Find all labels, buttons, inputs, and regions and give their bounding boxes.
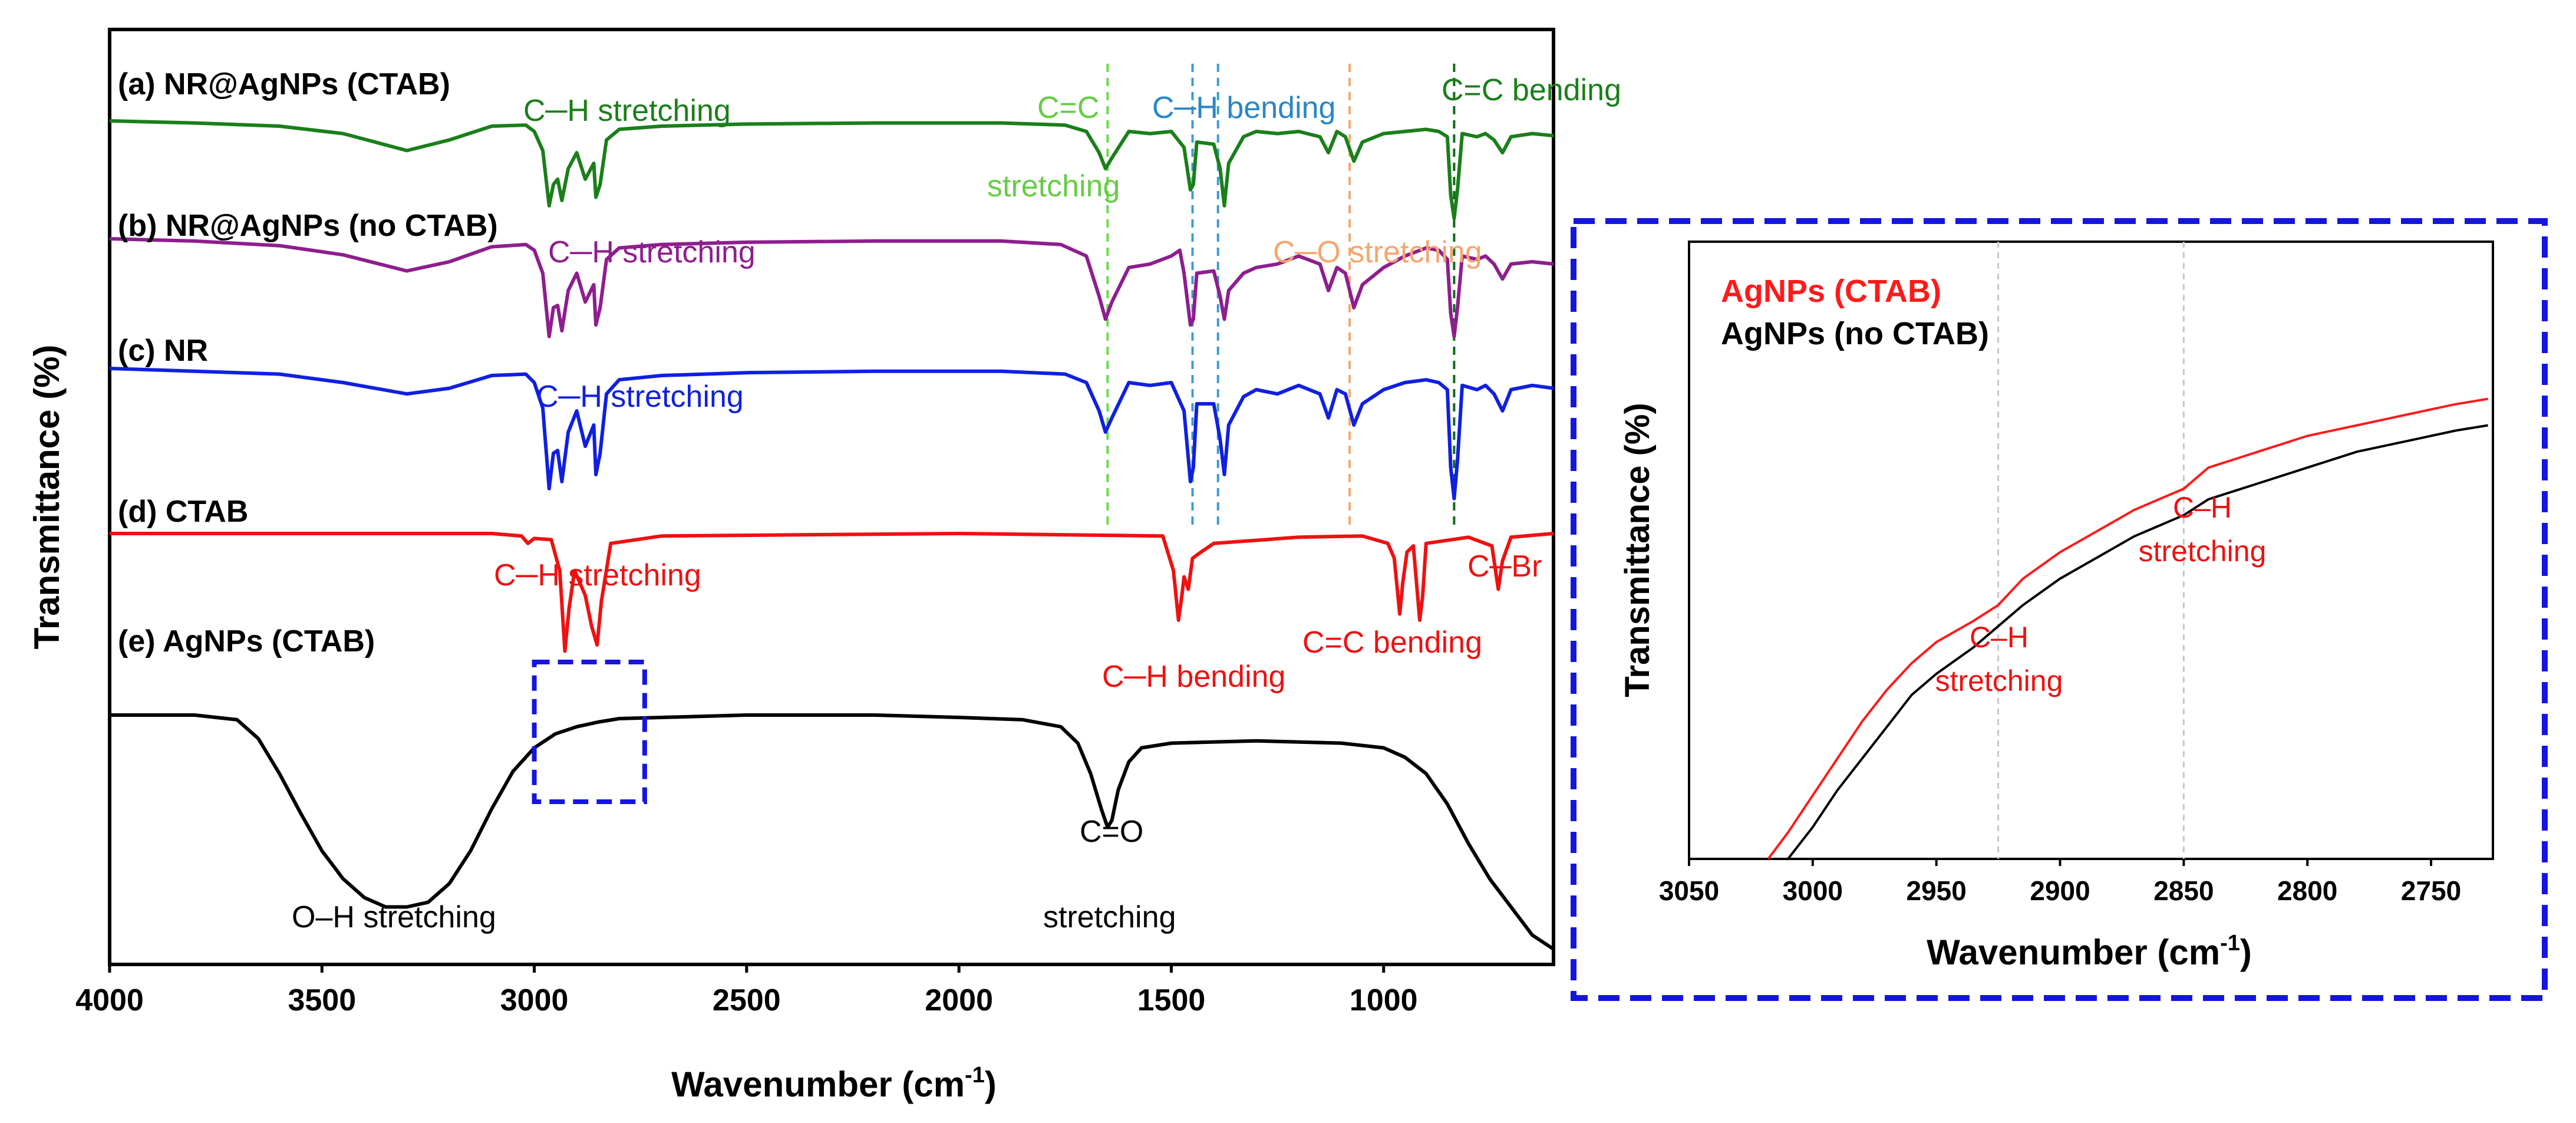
inset-annotation-ch-2-line1: C–H [2173,491,2232,524]
inset-x-axis-label: Wavenumber (cm-1) [1927,931,2252,972]
main-plot-frame [108,28,1555,966]
annotation-ch-bending-d: C─H bending [1102,660,1285,694]
main-x-tick-label: 4000 [75,983,144,1017]
main-x-axis-label-sup: -1 [965,1063,985,1088]
inset-x-axis-label-sup: -1 [2220,931,2240,956]
annotation-ch-stretching-b: C─H stretching [548,235,756,269]
main-x-tick-label: 2500 [713,983,781,1017]
annotation-cc-bending-a: C=C bending [1442,73,1621,107]
inset-annotation-ch-1-line2: stretching [1935,664,2063,697]
main-x-axis-label-text: Wavenumber (cm [671,1065,965,1104]
annotation-ch-bending-a: C─H bending [1152,91,1335,125]
annotation-ch-stretching-c: C─H stretching [536,380,744,414]
annotation-co-line2-e: stretching [1043,900,1176,934]
annotation-co-stretching-b: C─O stretching [1273,235,1482,269]
inset-dashed-border [1571,218,2548,1001]
series-label-d: (d) CTAB [118,495,248,529]
annotation-cc-stretching-line2: stretching [987,169,1120,203]
series-label-e: (e) AgNPs (CTAB) [118,624,375,658]
main-chart: 4000 3500 3000 2500 2000 1500 1000 (a) NR@AgNP… [27,28,1621,1104]
inset-x-axis-label-text: Wavenumber (cm [1927,933,2220,972]
series-line-e [110,713,1555,951]
inset-x-tick-label: 2900 [2030,875,2090,906]
annotation-cc-bending-d: C=C bending [1302,625,1482,660]
main-x-tick-label: 1000 [1350,983,1418,1017]
inset-x-tick-label: 2800 [2277,875,2337,906]
inset-x-tick-label: 2850 [2153,875,2214,906]
inset-plot-frame [1688,241,2494,860]
series-line-b [109,237,1554,338]
annotation-cc-stretching-line1: C=C [1037,91,1099,125]
main-x-tick-label: 3000 [500,983,569,1017]
inset-y-axis-label: Transmittance (%) [1618,403,1657,697]
inset-legend-ctab: AgNPs (CTAB) [1721,274,1941,309]
annotation-cbr-d: C─Br [1467,549,1542,584]
highlight-region-box [532,660,647,804]
annotation-co-line1-e: C=O [1080,815,1143,849]
series-line-d [110,532,1554,653]
inset-x-tick-label: 3000 [1783,875,1843,906]
series-label-c: (c) NR [118,334,208,368]
inset-x-tick-label: 2950 [1907,875,1967,906]
inset-annotation-ch-1-line1: C–H [1970,621,2029,654]
main-x-axis-label: Wavenumber (cm-1) [671,1063,997,1104]
inset-chart: 3050 3000 2950 2900 2850 2800 2750 AgNPs (CTAB… [1618,241,2494,972]
inset-x-axis-label-close: ) [2240,933,2252,972]
series-line-c [109,367,1554,500]
annotation-ch-stretching-a: C─H stretching [523,94,731,128]
annotation-oh-stretching-e: O–H stretching [292,900,496,934]
inset-x-tick-label: 3050 [1659,875,1719,906]
inset-x-tick-label: 2750 [2401,875,2461,906]
main-x-axis-label-close: ) [985,1065,997,1104]
series-label-b: (b) NR@AgNPs (no CTAB) [118,209,498,243]
main-y-axis-label: Transmittance (%) [27,345,67,650]
inset-series-line-ctab [1767,397,2488,860]
series-line-a [109,119,1554,220]
main-x-tick-label: 2000 [925,983,993,1017]
inset-series-line-no-ctab [1787,424,2488,860]
inset-annotation-ch-2-line2: stretching [2139,535,2267,568]
inset-legend-no-ctab: AgNPs (no CTAB) [1721,316,1989,351]
main-x-tick-label: 3500 [288,983,356,1017]
main-x-tick-label: 1500 [1137,983,1206,1017]
annotation-ch-stretching-d: C─H stretching [494,558,701,592]
series-label-a: (a) NR@AgNPs (CTAB) [118,67,450,101]
